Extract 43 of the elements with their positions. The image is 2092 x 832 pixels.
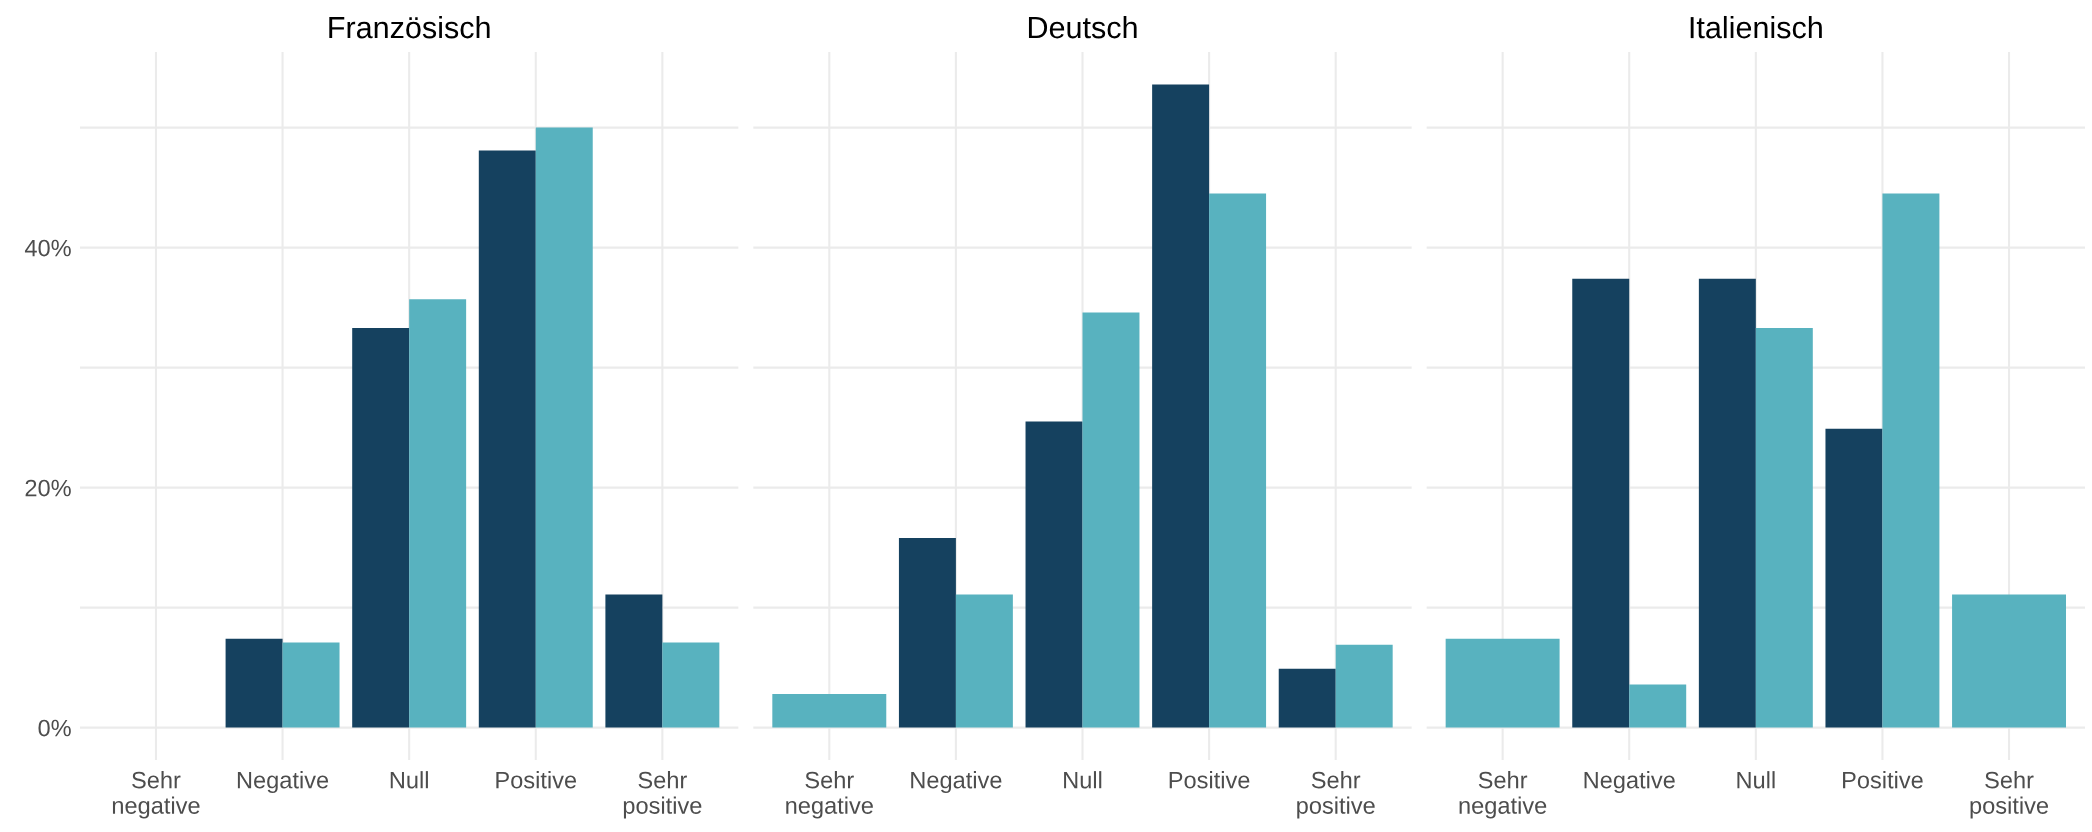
x-tick-label: Positive	[1169, 771, 1250, 789]
chart-title: Italienisch	[1690, 15, 1822, 39]
x-tick-label: Positive	[496, 771, 577, 789]
bar	[535, 127, 593, 728]
x-tick-label: Null	[390, 771, 428, 789]
x-tick-label: Sehr positive	[1297, 771, 1375, 819]
y-tick-label: 40%	[24, 239, 71, 257]
x-tick-label: Null	[1064, 771, 1102, 789]
y-tick-label: 0%	[38, 719, 71, 737]
bar	[352, 328, 410, 728]
bar	[1025, 421, 1083, 728]
bar	[662, 642, 720, 728]
bar	[1082, 312, 1140, 728]
bar	[225, 638, 283, 728]
chart-title: Deutsch	[1028, 15, 1137, 39]
x-tick-label: Positive	[1843, 771, 1923, 789]
bar	[478, 150, 536, 728]
x-tick-label: Sehr positive	[1970, 771, 2049, 819]
bar	[898, 538, 956, 728]
x-tick-label: Negative	[911, 771, 1002, 794]
bar	[1755, 328, 1813, 728]
bar	[1825, 428, 1883, 728]
chart-title: Französisch	[329, 15, 490, 39]
x-tick-label: Negative	[1584, 771, 1675, 794]
x-tick-label: Sehr positive	[623, 771, 702, 819]
bar	[409, 299, 467, 728]
x-tick-label: Negative	[237, 771, 329, 794]
bar	[1335, 644, 1393, 728]
y-tick-label: 20%	[25, 479, 71, 497]
bar	[282, 642, 340, 728]
bar	[1278, 668, 1336, 728]
bar	[1209, 193, 1267, 728]
bar	[1152, 84, 1210, 728]
bar	[1882, 193, 1940, 728]
bar	[1572, 278, 1630, 728]
x-tick-label: Sehr negative	[1459, 771, 1547, 819]
x-tick-label: Sehr negative	[786, 771, 873, 819]
bar	[1629, 684, 1687, 728]
bar	[955, 594, 1013, 728]
x-tick-label: Null	[1737, 771, 1775, 789]
bar	[1698, 278, 1756, 728]
bar	[605, 594, 663, 728]
x-tick-label: Sehr negative	[112, 771, 200, 819]
